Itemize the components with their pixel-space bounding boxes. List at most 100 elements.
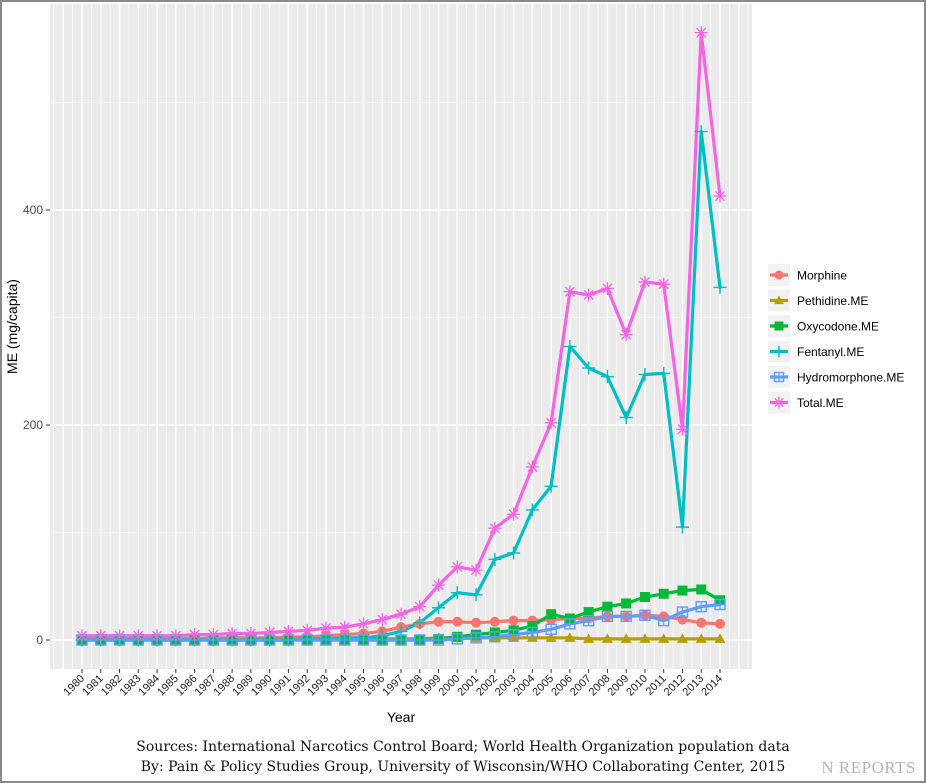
- legend-key-asterisk-icon: [773, 396, 785, 409]
- data-point-hydromorphone-me: [357, 634, 370, 646]
- data-point-oxycodone-me: [677, 585, 688, 596]
- data-point-hydromorphone-me: [695, 600, 707, 613]
- data-point-oxycodone-me: [583, 607, 594, 618]
- data-point-total-me: [600, 281, 614, 295]
- data-point-oxycodone-me: [527, 621, 538, 632]
- data-point-total-me: [300, 623, 314, 637]
- data-point-total-me: [507, 507, 521, 521]
- data-point-total-me: [638, 275, 652, 289]
- caption-credits: By: Pain & Policy Studies Group, Univers…: [140, 759, 786, 775]
- legend-item-total-me: Total.ME: [768, 391, 844, 414]
- data-point-total-me: [263, 625, 277, 639]
- y-axis-title: ME (mg/capita): [4, 279, 20, 374]
- legend-label: Fentanyl.ME: [797, 345, 864, 359]
- legend-item-fentanyl-me: Fentanyl.ME: [768, 340, 864, 363]
- data-point-hydromorphone-me: [414, 634, 426, 646]
- data-point-hydromorphone-me: [658, 614, 670, 627]
- data-point-morphine: [696, 617, 707, 628]
- data-point-total-me: [206, 628, 220, 642]
- data-point-fentanyl-me: [525, 503, 539, 517]
- data-point-hydromorphone-me: [432, 634, 445, 646]
- data-point-fentanyl-me: [413, 616, 427, 630]
- data-point-fentanyl-me: [450, 586, 464, 600]
- data-point-hydromorphone-me: [620, 610, 632, 623]
- data-point-hydromorphone-me: [507, 628, 520, 641]
- series-markers: [75, 26, 727, 647]
- legend-label: Hydromorphone.ME: [797, 371, 904, 385]
- data-point-oxycodone-me: [658, 588, 669, 599]
- data-point-hydromorphone-me: [395, 634, 407, 646]
- data-point-fentanyl-me: [694, 125, 708, 139]
- data-point-hydromorphone-me: [639, 609, 651, 621]
- data-point-hydromorphone-me: [714, 598, 726, 611]
- data-point-total-me: [244, 627, 258, 641]
- data-point-hydromorphone-me: [489, 631, 501, 643]
- data-point-total-me: [131, 629, 145, 643]
- data-point-morphine: [433, 616, 444, 627]
- legend: Morphine Pethidine.ME Oxycodone.ME Fentanyl…: [768, 264, 904, 414]
- data-point-pethidine-me: [564, 632, 576, 642]
- y-tick-label: 200: [23, 418, 43, 432]
- data-point-morphine: [715, 618, 725, 629]
- data-point-total-me: [657, 277, 671, 291]
- y-axis: 0 200 400: [23, 203, 50, 647]
- x-axis: 1980198119821983198419851986198719881989…: [61, 669, 725, 698]
- data-point-total-me: [432, 578, 446, 592]
- data-point-oxycodone-me: [602, 601, 613, 612]
- data-point-pethidine-me: [639, 633, 651, 643]
- data-point-total-me: [713, 189, 727, 203]
- legend-label: Oxycodone.ME: [797, 320, 879, 334]
- data-point-oxycodone-me: [696, 584, 707, 595]
- data-point-total-me: [281, 624, 295, 638]
- data-point-total-me: [413, 600, 427, 614]
- data-point-fentanyl-me: [600, 370, 614, 384]
- x-tick-label: 2014: [699, 673, 725, 699]
- data-point-pethidine-me: [676, 633, 688, 643]
- data-point-total-me: [563, 285, 577, 299]
- data-point-total-me: [169, 629, 183, 643]
- data-point-total-me: [338, 620, 352, 634]
- caption-sources: Sources: International Narcotics Control…: [136, 739, 790, 755]
- data-point-fentanyl-me: [488, 552, 502, 566]
- data-point-hydromorphone-me: [339, 634, 351, 646]
- data-point-hydromorphone-me: [676, 606, 689, 618]
- data-point-hydromorphone-me: [320, 634, 332, 646]
- data-point-total-me: [582, 288, 596, 302]
- data-point-total-me: [150, 629, 164, 643]
- data-point-hydromorphone-me: [376, 634, 388, 646]
- data-point-fentanyl-me: [563, 340, 577, 354]
- data-point-oxycodone-me: [621, 598, 632, 609]
- data-point-fentanyl-me: [507, 546, 521, 560]
- legend-item-oxycodone-me: Oxycodone.ME: [768, 315, 879, 337]
- data-point-fentanyl-me: [469, 588, 483, 602]
- data-point-fentanyl-me: [619, 410, 633, 424]
- data-point-hydromorphone-me: [470, 632, 482, 644]
- data-point-total-me: [113, 629, 127, 643]
- data-point-total-me: [319, 621, 333, 635]
- data-point-morphine: [489, 616, 500, 627]
- data-point-total-me: [450, 560, 464, 574]
- data-point-total-me: [619, 328, 633, 342]
- data-point-total-me: [375, 613, 389, 627]
- data-point-total-me: [694, 26, 708, 40]
- data-point-total-me: [225, 627, 239, 641]
- data-point-pethidine-me: [620, 633, 632, 643]
- data-point-hydromorphone-me: [451, 633, 463, 645]
- data-point-fentanyl-me: [544, 479, 558, 493]
- data-point-pethidine-me: [658, 633, 670, 643]
- data-point-oxycodone-me: [639, 592, 650, 602]
- data-point-fentanyl-me: [638, 367, 652, 381]
- legend-key-circle-icon: [774, 270, 784, 280]
- data-point-pethidine-me: [545, 632, 557, 642]
- legend-key-triangle-icon: [774, 295, 784, 305]
- data-point-total-me: [188, 628, 202, 642]
- data-point-oxycodone-me: [546, 609, 557, 620]
- data-point-total-me: [356, 617, 370, 631]
- data-point-total-me: [75, 629, 89, 643]
- data-point-hydromorphone-me: [582, 614, 595, 627]
- legend-label: Total.ME: [797, 396, 844, 410]
- legend-key-cross-icon: [773, 345, 785, 358]
- data-point-morphine: [508, 615, 519, 626]
- data-point-fentanyl-me: [713, 280, 727, 294]
